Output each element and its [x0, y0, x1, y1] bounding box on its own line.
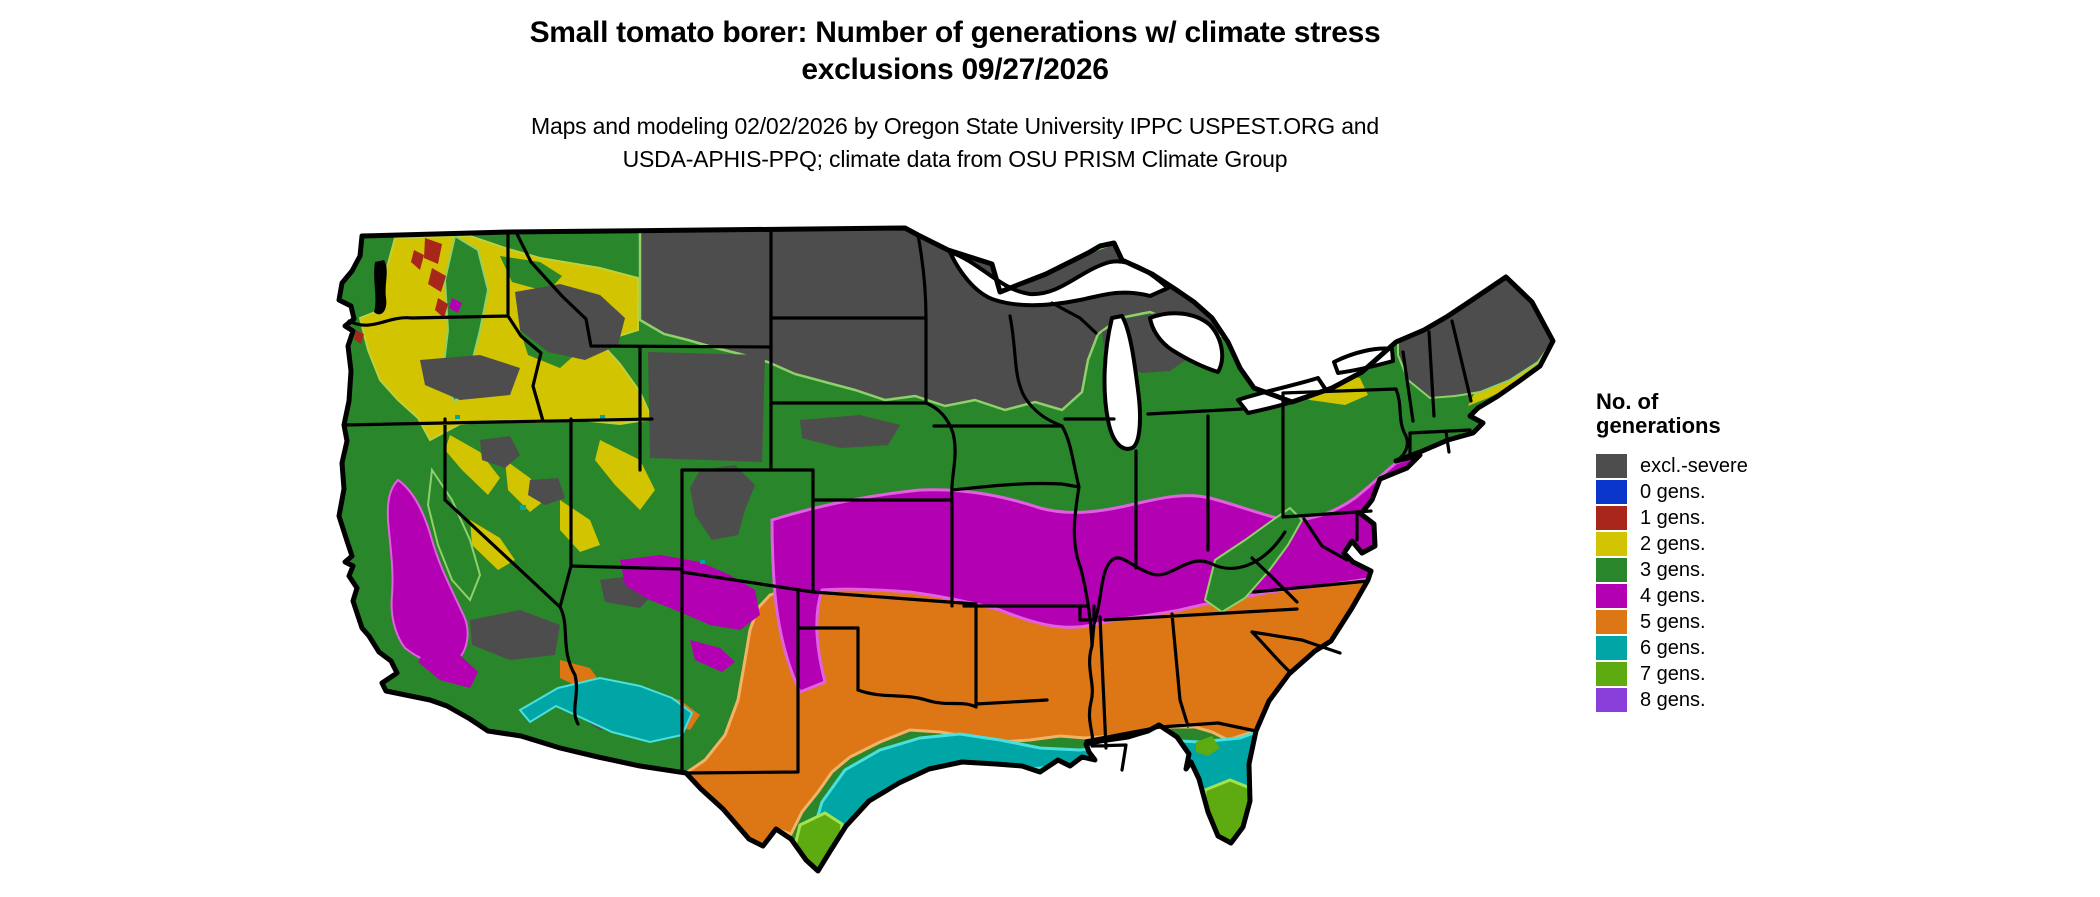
legend-label: 3 gens.	[1640, 558, 1706, 581]
legend-label: 5 gens.	[1640, 610, 1706, 633]
legend-label: 6 gens.	[1640, 636, 1706, 659]
legend-color-swatch	[1596, 454, 1627, 478]
legend-color-swatch	[1596, 532, 1627, 556]
legend-row: 0 gens.	[1596, 480, 1896, 504]
subtitle-line2: USDA-APHIS-PPQ; climate data from OSU PR…	[622, 146, 1288, 172]
legend-color-swatch	[1596, 636, 1627, 660]
legend-row: 7 gens.	[1596, 662, 1896, 686]
legend-row: 5 gens.	[1596, 610, 1896, 634]
legend-row: 4 gens.	[1596, 584, 1896, 608]
page-title-line1: Small tomato borer: Number of generation…	[529, 16, 1381, 49]
legend-label: 2 gens.	[1640, 532, 1706, 555]
legend-label: 7 gens.	[1640, 662, 1706, 685]
map-region-1gens	[354, 238, 448, 344]
puget-sound	[374, 260, 387, 315]
legend-row: 8 gens.	[1596, 688, 1896, 712]
legend-items: excl.-severe 0 gens. 1 gens. 2 gens. 3 g…	[1596, 454, 1896, 712]
map-region-8gens	[1186, 849, 1236, 858]
legend-row: 3 gens.	[1596, 558, 1896, 582]
legend-color-swatch	[1596, 506, 1627, 530]
legend-label: excl.-severe	[1640, 454, 1748, 477]
map-subtitle: Maps and modeling 02/02/2026 by Oregon S…	[340, 110, 1570, 176]
legend-label: 8 gens.	[1640, 688, 1706, 711]
legend-label: 1 gens.	[1640, 506, 1706, 529]
legend-color-swatch	[1596, 558, 1627, 582]
page-title-line2: exclusions 09/27/2026	[801, 53, 1109, 86]
legend-label: 0 gens.	[1640, 480, 1706, 503]
map-raster-layers	[339, 228, 1553, 871]
legend-title-line2: generations	[1596, 413, 1721, 438]
map-header: Small tomato borer: Number of generation…	[340, 14, 1570, 176]
legend-row: 6 gens.	[1596, 636, 1896, 660]
legend-row: excl.-severe	[1596, 454, 1896, 478]
legend-color-swatch	[1596, 688, 1627, 712]
legend-color-swatch	[1596, 662, 1627, 686]
lake-michigan	[1102, 314, 1142, 451]
legend-color-swatch	[1596, 610, 1627, 634]
lake-huron	[1148, 311, 1225, 374]
conus-outline	[336, 225, 1556, 874]
legend-label: 4 gens.	[1640, 584, 1706, 607]
legend-row: 2 gens.	[1596, 532, 1896, 556]
state-borders	[342, 230, 1473, 775]
legend-color-swatch	[1596, 584, 1627, 608]
subtitle-line1: Maps and modeling 02/02/2026 by Oregon S…	[531, 113, 1379, 139]
legend-row: 1 gens.	[1596, 506, 1896, 530]
legend-color-swatch	[1596, 480, 1627, 504]
map-region-4gens	[386, 298, 1422, 694]
legend: No. of generations excl.-severe 0 gens. …	[1596, 390, 1896, 714]
legend-title-line1: No. of	[1596, 389, 1659, 414]
